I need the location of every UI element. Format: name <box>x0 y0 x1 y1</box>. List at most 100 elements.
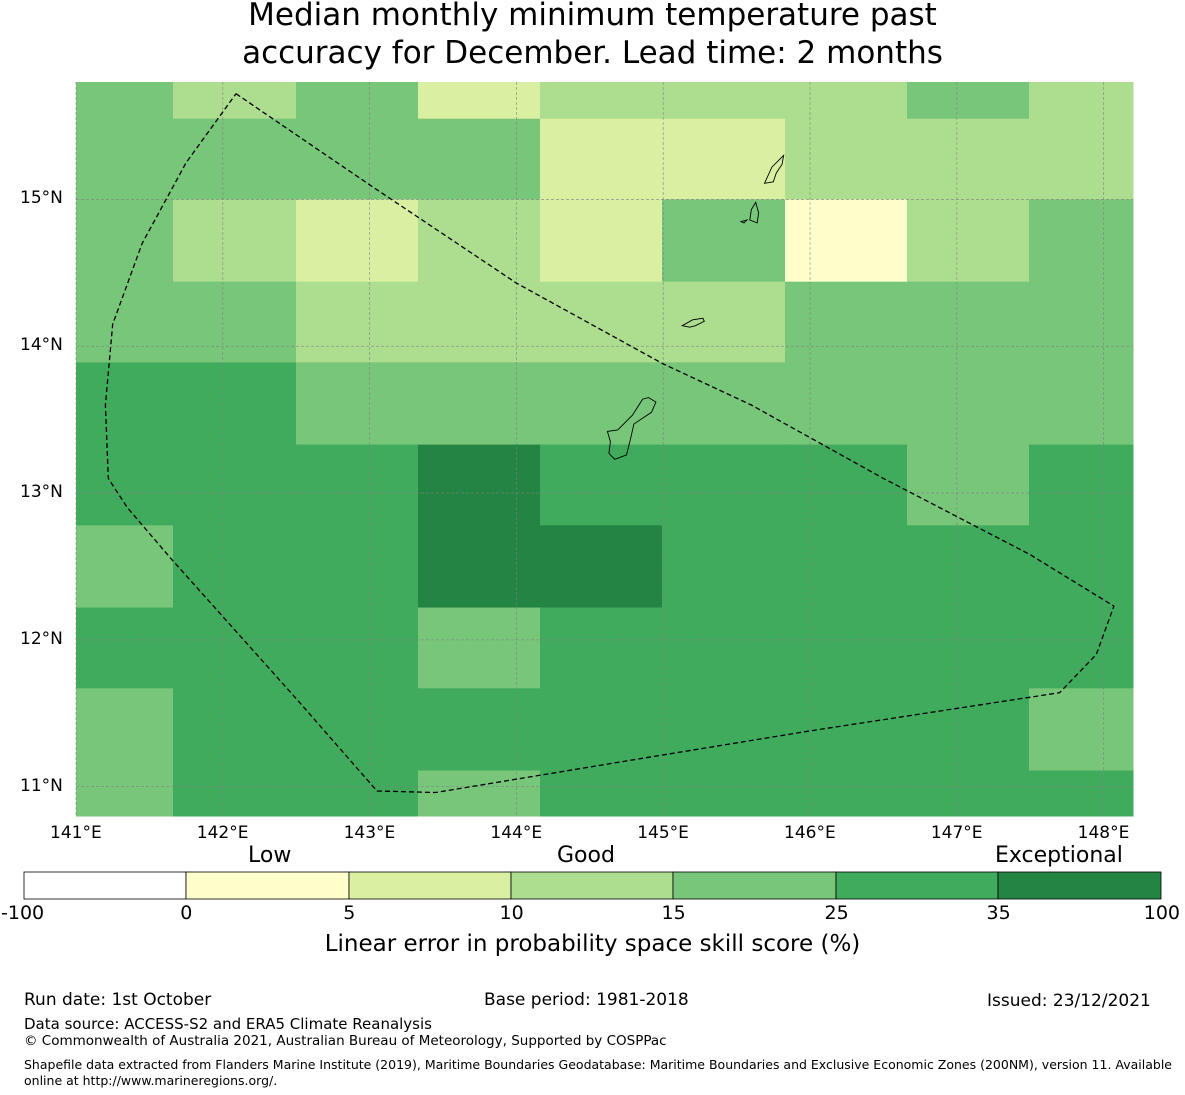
grid-cell <box>907 199 1030 283</box>
grid-cell <box>785 525 908 609</box>
grid-cell <box>418 82 541 120</box>
colorbar-category-low: Low <box>248 843 292 868</box>
longitude-tick-label: 146°E <box>784 823 836 843</box>
grid-cell <box>296 82 419 120</box>
island-outline <box>606 397 657 460</box>
grid-cell <box>76 82 174 120</box>
issued-date: Issued: 23/12/2021 <box>987 991 1151 1011</box>
grid-cell <box>907 607 1030 689</box>
colorbar-tick-label: 5 <box>343 902 356 924</box>
grid-cell <box>540 607 663 689</box>
grid-cell <box>296 199 419 283</box>
grid-cell <box>76 607 174 689</box>
grid-cell <box>76 770 174 817</box>
latitude-tick-label: 15°N <box>20 188 63 209</box>
grid-cell <box>296 118 419 200</box>
grid-cell <box>76 362 174 446</box>
grid-cell <box>296 525 419 609</box>
grid-cell <box>76 688 174 771</box>
colorbar-segments <box>23 871 1162 900</box>
grid-cell <box>1029 82 1134 120</box>
grid-cell <box>907 362 1030 446</box>
grid-cell <box>173 770 297 817</box>
colorbar-tick-label: -100 <box>1 902 45 924</box>
grid-cell <box>907 281 1030 363</box>
grid-cell <box>76 118 174 200</box>
grid-cell <box>785 607 908 689</box>
skill-score-map <box>75 82 1134 817</box>
grid-cell <box>540 281 663 363</box>
chart-title: Median monthly minimum temperature past … <box>0 0 1185 72</box>
colorbar-tick-label: 35 <box>986 902 1011 924</box>
island-outline <box>739 219 749 224</box>
grid-cell <box>540 199 663 283</box>
longitude-tick-label: 143°E <box>343 823 396 843</box>
grid-cell <box>662 362 786 446</box>
colorbar-segment <box>672 871 837 900</box>
grid-cell <box>76 199 174 283</box>
grid-cell <box>907 118 1134 200</box>
grid-cells-layer <box>76 82 1134 817</box>
grid-cell <box>662 607 786 689</box>
colorbar-category-exceptional: Exceptional <box>995 843 1123 868</box>
data-source: Data source: ACCESS-S2 and ERA5 Climate … <box>24 1015 432 1033</box>
grid-cell <box>907 444 1030 526</box>
longitude-tick-label: 145°E <box>637 823 689 843</box>
latitude-tick-label: 11°N <box>20 775 63 796</box>
island-outline <box>681 317 705 328</box>
grid-cell <box>173 82 297 120</box>
grid-cell <box>785 688 908 771</box>
grid-cell <box>173 607 297 689</box>
grid-cell <box>540 770 663 817</box>
colorbar-tick-label: 25 <box>824 902 849 924</box>
longitude-tick-label: 144°E <box>490 823 543 843</box>
grid-cell <box>173 525 297 609</box>
grid-cell <box>418 362 541 446</box>
gridlines-layer <box>75 82 1133 816</box>
grid-cell <box>662 770 786 817</box>
grid-cell <box>785 118 908 200</box>
grid-cell <box>540 444 663 526</box>
grid-cell <box>296 770 419 817</box>
eez-boundary-line <box>104 93 1115 794</box>
longitude-tick-label: 147°E <box>930 823 983 843</box>
colorbar-tick-label: 15 <box>661 902 686 924</box>
shapefile-credit: Shapefile data extracted from Flanders M… <box>24 1057 1172 1088</box>
grid-cell <box>785 362 908 446</box>
grid-cell <box>1029 281 1134 363</box>
grid-cell <box>540 688 663 771</box>
grid-cell <box>1029 199 1134 283</box>
grid-cell <box>418 770 541 817</box>
island-outline <box>763 154 785 184</box>
grid-cell <box>662 281 786 363</box>
colorbar-segment <box>835 871 999 900</box>
grid-cell <box>540 118 663 200</box>
grid-cell <box>540 82 663 120</box>
grid-cell <box>662 199 786 283</box>
grid-cell <box>1029 362 1134 446</box>
colorbar-tick-label: 100 <box>1143 902 1181 924</box>
latitude-tick-label: 14°N <box>20 335 63 356</box>
grid-cell <box>907 525 1030 609</box>
grid-cell <box>907 82 1030 120</box>
grid-cell <box>173 118 297 200</box>
grid-cell <box>173 688 297 771</box>
grid-cell <box>296 607 419 689</box>
grid-cell <box>296 281 419 363</box>
run-date: Run date: 1st October <box>24 990 212 1010</box>
grid-cell <box>418 688 541 771</box>
grid-cell <box>173 281 297 363</box>
latitude-tick-label: 12°N <box>20 628 63 649</box>
grid-cell <box>662 118 786 200</box>
grid-cell <box>785 770 908 817</box>
title-line-1: Median monthly minimum temperature past <box>248 0 937 33</box>
colorbar-tick-label: 0 <box>180 902 193 924</box>
grid-cell <box>540 362 663 446</box>
base-period: Base period: 1981-2018 <box>484 990 689 1010</box>
grid-cell <box>296 362 419 446</box>
grid-cell <box>785 444 908 526</box>
grid-cell <box>418 199 541 283</box>
grid-cell <box>76 525 174 609</box>
grid-cell <box>296 688 419 771</box>
grid-cell <box>1029 770 1134 817</box>
